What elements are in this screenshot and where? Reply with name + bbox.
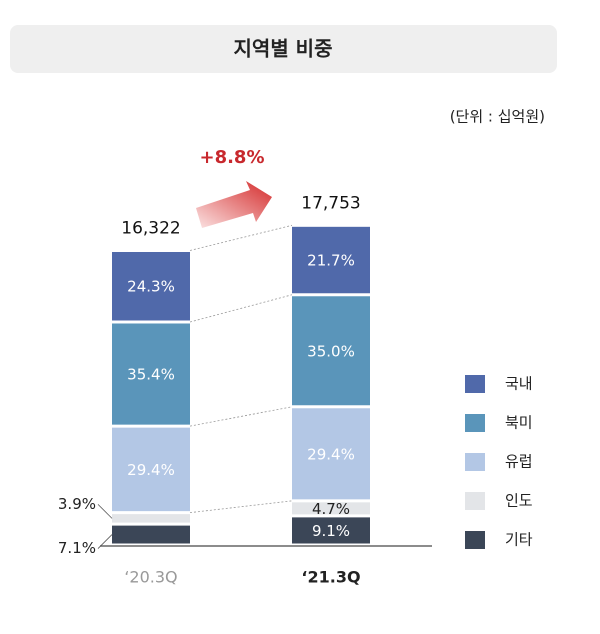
connector-line (189, 224, 293, 251)
title-box (10, 25, 557, 73)
legend-label: 기타 (505, 531, 533, 549)
value-label: 4.7% (312, 500, 350, 518)
bar-segment (112, 514, 190, 523)
x-tick-label: ‘21.3Q (301, 568, 360, 587)
bar-segment (292, 408, 370, 500)
bar-segment (292, 226, 370, 294)
legend-swatch (465, 414, 485, 432)
value-label: 3.9% (58, 495, 96, 513)
value-label: 35.0% (307, 342, 355, 360)
legend-label: 인도 (505, 492, 533, 510)
total-label: 16,322 (121, 218, 180, 238)
value-label: 29.4% (307, 445, 355, 463)
bar-segment (112, 427, 190, 512)
bar-segment (292, 517, 370, 544)
leader-line (97, 504, 113, 519)
legend-label: 북미 (505, 414, 533, 432)
legend-swatch (465, 531, 485, 549)
growth-arrow (196, 181, 272, 228)
legend-label: 국내 (505, 375, 533, 393)
bar-segment (292, 502, 370, 515)
growth-label: +8.8% (199, 147, 264, 168)
value-label: 24.3% (127, 278, 175, 296)
total-label: 17,753 (301, 193, 360, 213)
value-label: 35.4% (127, 366, 175, 384)
legend-swatch (465, 453, 485, 471)
bar-segment (112, 525, 190, 544)
value-label: 29.4% (127, 461, 175, 479)
value-label: 21.7% (307, 252, 355, 270)
bar-segment (112, 323, 190, 425)
chart-title: 지역별 비중 (234, 37, 333, 61)
connector-line (189, 406, 293, 427)
legend-swatch (465, 375, 485, 393)
value-label: 7.1% (58, 539, 96, 557)
bar-segment (292, 296, 370, 406)
legend-label: 유럽 (505, 453, 533, 471)
unit-label: (단위 : 십억원) (450, 108, 545, 126)
leader-line (97, 534, 113, 549)
x-tick-label: ‘20.3Q (124, 568, 177, 587)
legend-swatch (465, 492, 485, 510)
value-label: 9.1% (312, 522, 350, 540)
bar-segment (112, 251, 190, 321)
connector-line (189, 294, 293, 323)
connector-line (189, 500, 293, 514)
